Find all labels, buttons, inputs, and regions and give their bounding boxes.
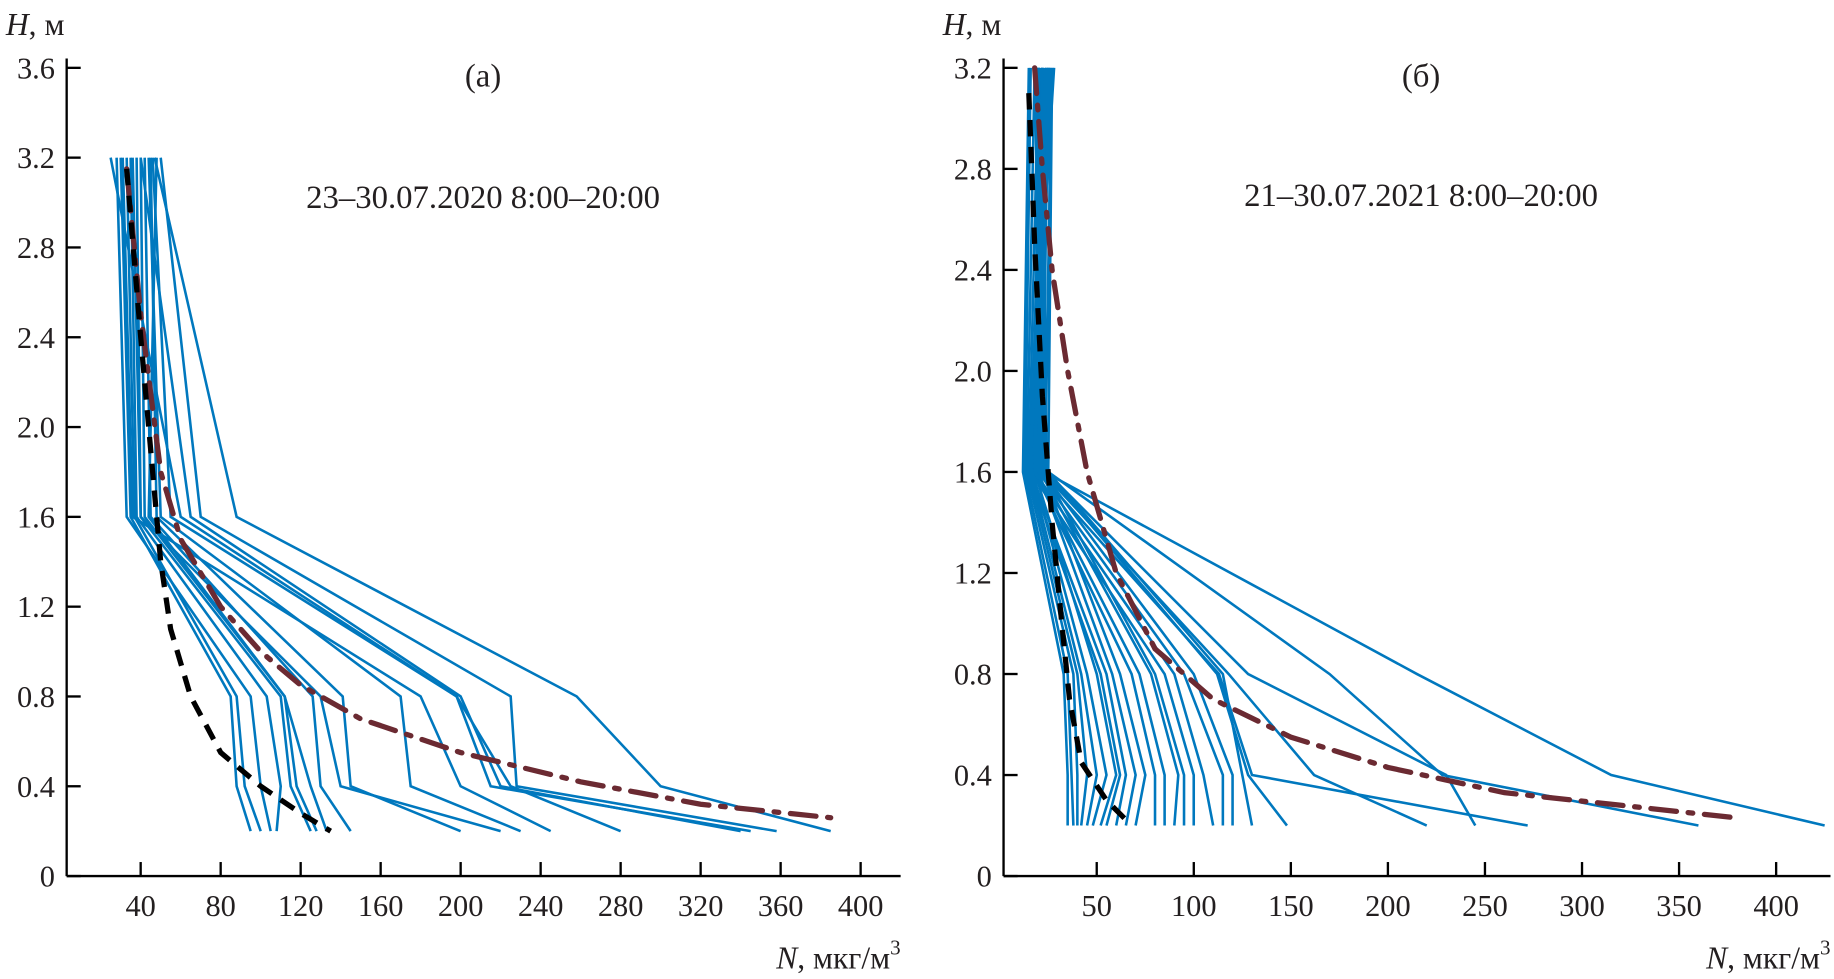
x-axis-unit-superscript: 3 — [1820, 935, 1831, 959]
x-axis-title: N, мкг/м3 — [1705, 935, 1830, 975]
y-tick-label: 0.8 — [954, 658, 992, 692]
profile-line-14 — [1043, 67, 1186, 826]
y-tick-label: 1.2 — [17, 590, 55, 624]
y-tick-label: 2.4 — [954, 253, 992, 287]
x-tick-label: 120 — [278, 889, 324, 923]
y-axis-title: H, м — [942, 7, 1002, 42]
profile-line-10 — [1035, 67, 1147, 826]
x-axis-var: N — [1705, 940, 1729, 975]
y-tick-label: 0 — [977, 860, 992, 894]
x-tick-label: 240 — [518, 889, 564, 923]
profile-line-11 — [1033, 67, 1157, 826]
profile-line-6 — [149, 157, 462, 833]
y-tick-label: 3.2 — [17, 141, 55, 175]
y-tick-label: 1.2 — [954, 557, 992, 591]
y-tick-label: 2.8 — [954, 152, 992, 186]
x-axis-var: N — [775, 940, 799, 975]
profile-line-12 — [1035, 67, 1166, 826]
profile-line-15 — [1029, 67, 1196, 826]
y-axis-var: H — [5, 7, 31, 42]
x-tick-label: 320 — [678, 889, 724, 923]
y-axis-unit: , м — [29, 7, 65, 42]
x-axis-unit: , мкг/м — [797, 940, 890, 975]
x-tick-label: 50 — [1082, 889, 1112, 923]
x-axis-unit: , мкг/м — [1727, 940, 1820, 975]
profile-line-1 — [1023, 67, 1075, 826]
x-tick-label: 150 — [1268, 889, 1314, 923]
profile-line-24 — [1046, 67, 1699, 827]
profile-line-15 — [115, 157, 272, 832]
profile-line-16 — [1033, 67, 1215, 826]
y-tick-label: 2.0 — [17, 411, 55, 445]
x-tick-label: 300 — [1559, 889, 1605, 923]
y-tick-label: 3.6 — [17, 51, 55, 85]
x-tick-label: 250 — [1462, 889, 1508, 923]
profile-line-12 — [109, 157, 751, 833]
y-axis-unit: , м — [966, 7, 1002, 42]
y-tick-label: 3.2 — [954, 51, 992, 85]
mean-curve-dashdot — [124, 166, 834, 821]
x-tick-label: 40 — [125, 889, 155, 923]
profile-line-7 — [131, 157, 501, 833]
profile-line-0 — [1021, 67, 1069, 826]
x-tick-label: 360 — [758, 889, 804, 923]
profile-line-9 — [121, 157, 552, 833]
x-tick-label: 200 — [1365, 889, 1411, 923]
x-tick-label: 400 — [838, 889, 884, 923]
y-tick-label: 0.4 — [954, 759, 992, 793]
y-tick-label: 0 — [40, 860, 55, 894]
mean-curve-dashdot — [1032, 65, 1740, 821]
y-axis-var: H — [942, 7, 968, 42]
profile-line-13 — [1039, 67, 1180, 826]
x-tick-label: 280 — [598, 889, 644, 923]
y-tick-label: 2.4 — [17, 321, 55, 355]
fit-curve-dashed — [124, 168, 333, 834]
profile-line-1 — [125, 157, 262, 832]
profile-line-25 — [1037, 67, 1825, 827]
x-tick-label: 160 — [358, 889, 404, 923]
y-axis-title: H, м — [5, 7, 65, 42]
panel-label: (а) — [465, 59, 501, 95]
profile-line-3 — [1027, 67, 1089, 826]
x-axis-title: N, мкг/м3 — [775, 935, 900, 975]
panel-label: (б) — [1402, 59, 1440, 95]
x-axis-unit-superscript: 3 — [890, 935, 901, 959]
fit-curve-dashed — [1026, 93, 1134, 828]
date-range-annotation: 23–30.07.2020 8:00–20:00 — [306, 180, 660, 216]
profile-line-0 — [119, 157, 252, 832]
profile-line-2 — [129, 157, 283, 832]
profile-line-3 — [135, 157, 312, 832]
panel-b: 0 0.4 0.8 1.2 1.6 2.0 2.4 2.8 3.2 50 100 150 200 250 3… — [942, 7, 1831, 975]
y-tick-label: 0.8 — [17, 680, 55, 714]
date-range-annotation: 21–30.07.2021 8:00–20:00 — [1244, 178, 1598, 214]
profile-line-2 — [1025, 67, 1079, 826]
y-tick-label: 1.6 — [17, 500, 55, 534]
panel-a: 0 0.4 0.8 1.2 1.6 2.0 2.4 2.8 3.2 3.6 40 80 120 160 20… — [5, 7, 901, 975]
x-tick-label: 350 — [1656, 889, 1702, 923]
y-tick-label: 1.6 — [954, 455, 992, 489]
profile-line-14 — [153, 157, 832, 833]
y-tick-label: 0.4 — [17, 770, 55, 804]
x-tick-label: 80 — [205, 889, 235, 923]
y-tick-label: 2.0 — [954, 354, 992, 388]
x-tick-label: 100 — [1171, 889, 1217, 923]
profile-line-8 — [147, 157, 522, 833]
x-tick-label: 400 — [1753, 889, 1799, 923]
y-tick-label: 2.8 — [17, 231, 55, 265]
profile-line-13 — [159, 157, 777, 833]
x-tick-label: 200 — [438, 889, 484, 923]
